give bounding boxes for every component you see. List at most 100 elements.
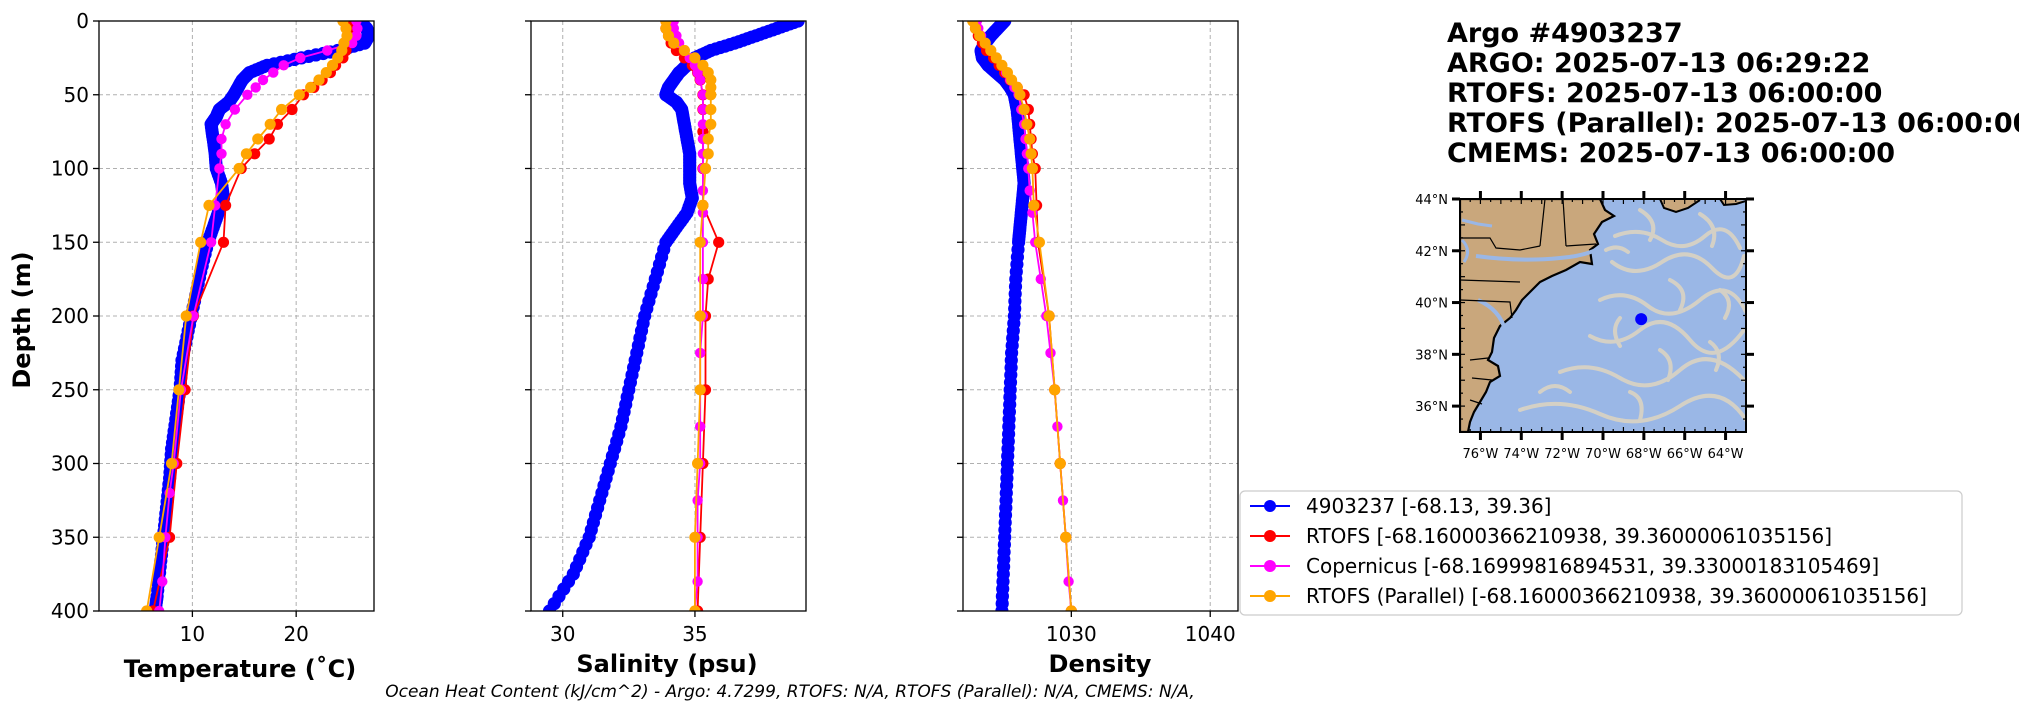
rtofs-point bbox=[286, 103, 298, 116]
map-lat-label: 40°N bbox=[1415, 297, 1448, 312]
rtofs_parallel-point bbox=[1065, 605, 1077, 611]
rtofs_parallel-point bbox=[264, 118, 276, 130]
rtofs_parallel-point bbox=[705, 89, 717, 101]
axes-frame bbox=[98, 20, 375, 612]
copernicus-point bbox=[697, 119, 709, 130]
rtofs_parallel-point bbox=[702, 148, 714, 160]
rtofs_parallel-point bbox=[668, 37, 680, 49]
rtofs_parallel-point bbox=[313, 74, 325, 86]
temperature-panel: 0 50 100 150 200 250 300 350 400 10 20 Temperature… bbox=[8, 9, 375, 683]
copernicus-point bbox=[697, 273, 709, 285]
legend-label: 4903237 [-68.13, 39.36] bbox=[1306, 494, 1551, 518]
rtofs_parallel-point bbox=[1060, 531, 1072, 543]
legend-label: RTOFS [-68.16000366210938, 39.3600006103… bbox=[1306, 524, 1832, 548]
rtofs_parallel-point bbox=[1025, 148, 1037, 160]
map-borders bbox=[1460, 199, 1597, 405]
series-rtofs_parallel bbox=[967, 21, 1077, 611]
map-lat-label: 38°N bbox=[1415, 348, 1448, 363]
map-lon-label: 66°W bbox=[1667, 447, 1703, 462]
legend-item-rtofs_parallel: RTOFS (Parallel) [-68.16000366210938, 39… bbox=[1250, 584, 1927, 608]
copernicus-point bbox=[278, 60, 289, 71]
series-rtofs_parallel bbox=[141, 21, 353, 611]
rtofs-point bbox=[220, 199, 232, 211]
y-tick-label: 300 bbox=[51, 452, 89, 476]
map-currents bbox=[1518, 208, 1746, 424]
legend: 4903237 [-68.13, 39.36] RTOFS [-68.160003… bbox=[1239, 490, 1963, 616]
map-lat-label: 42°N bbox=[1415, 245, 1448, 260]
map-lon-label: 68°W bbox=[1626, 447, 1662, 462]
rtofs_parallel-point bbox=[1043, 310, 1055, 322]
x-tick-label: 10 bbox=[180, 622, 205, 646]
rtofs-point bbox=[249, 148, 261, 160]
rtofs_parallel-point bbox=[180, 310, 192, 322]
map-lat-label: 44°N bbox=[1415, 193, 1448, 208]
rtofs_parallel-point bbox=[276, 103, 288, 116]
copernicus-point bbox=[692, 576, 703, 587]
rtofs_parallel-point bbox=[705, 118, 717, 130]
x-tick-label: 1030 bbox=[1046, 622, 1097, 646]
rtofs_parallel-point bbox=[678, 44, 691, 57]
copernicus-point bbox=[214, 163, 225, 174]
rtofs_parallel-point bbox=[252, 133, 264, 145]
rtofs_parallel-point bbox=[1018, 103, 1030, 116]
rtofs_parallel-point bbox=[1026, 162, 1038, 175]
info-argo-id: Argo #4903237 bbox=[1447, 18, 1683, 49]
y-tick-label: 150 bbox=[51, 230, 89, 254]
rtofs_parallel-point bbox=[153, 531, 165, 543]
density-axis-title: Density bbox=[1049, 650, 1152, 678]
map-lat-label: 36°N bbox=[1415, 400, 1448, 415]
rtofs_parallel-point bbox=[166, 457, 178, 470]
rtofs-point bbox=[217, 236, 230, 248]
rtofs_parallel-point bbox=[702, 133, 714, 145]
copernicus-point bbox=[697, 185, 709, 196]
rtofs_parallel-point bbox=[233, 162, 245, 175]
rtofs_parallel-point bbox=[697, 199, 709, 211]
info-rtofs-time: RTOFS: 2025-07-13 06:00:00 bbox=[1447, 78, 1882, 109]
inset-map: 44°N 42°N 40°N 38°N 36°N 76°W 74°W 72°W 70°W 68°W… bbox=[1415, 191, 1754, 462]
rtofs_parallel-point bbox=[1014, 89, 1026, 101]
copernicus-point bbox=[268, 67, 279, 78]
rtofs_parallel-point bbox=[694, 384, 706, 396]
rtofs_parallel-point bbox=[293, 89, 305, 101]
map-lon-label: 74°W bbox=[1503, 447, 1539, 462]
rtofs_parallel-point bbox=[1054, 457, 1066, 470]
copernicus-point bbox=[220, 119, 231, 130]
ocean-heat-content-footer: Ocean Heat Content (kJ/cm^2) - Argo: 4.7… bbox=[385, 682, 1195, 702]
rtofs_parallel-point bbox=[694, 310, 706, 322]
rtofs_parallel-point bbox=[326, 59, 339, 71]
copernicus-point bbox=[216, 133, 227, 145]
density-panel: 1030 1040 Density bbox=[957, 20, 1239, 678]
x-tick-label: 1040 bbox=[1185, 622, 1236, 646]
rtofs_parallel-point bbox=[689, 52, 701, 64]
rtofs_parallel-point bbox=[689, 531, 701, 543]
legend-item-rtofs: RTOFS [-68.16000366210938, 39.3600006103… bbox=[1250, 524, 1832, 548]
legend-swatch-marker bbox=[1264, 590, 1276, 602]
copernicus-point bbox=[257, 74, 269, 86]
argo-point bbox=[542, 604, 557, 611]
rtofs_parallel-point bbox=[705, 103, 717, 116]
rtofs_parallel-point bbox=[694, 236, 706, 248]
legend-label: RTOFS (Parallel) [-68.16000366210938, 39… bbox=[1306, 584, 1927, 608]
copernicus-point bbox=[229, 104, 241, 115]
x-tick-label: 30 bbox=[550, 622, 575, 646]
copernicus-point bbox=[205, 237, 217, 248]
axes-frame bbox=[530, 20, 807, 612]
info-block: Argo #4903237 ARGO: 2025-07-13 06:29:22 … bbox=[1447, 18, 2019, 169]
x-tick-label: 20 bbox=[283, 622, 308, 646]
rtofs_parallel-point bbox=[692, 457, 704, 470]
legend-frame bbox=[1239, 490, 1963, 616]
y-tick-label: 400 bbox=[51, 599, 89, 623]
legend-swatch-marker bbox=[1264, 560, 1276, 572]
salinity-axis-title: Salinity (psu) bbox=[576, 650, 757, 678]
map-lon-label: 64°W bbox=[1708, 447, 1744, 462]
y-tick-label: 350 bbox=[51, 525, 89, 549]
copernicus-point bbox=[242, 89, 253, 101]
rtofs_parallel-point bbox=[1033, 236, 1045, 248]
info-cmems-time: CMEMS: 2025-07-13 06:00:00 bbox=[1447, 138, 1895, 169]
copernicus-point bbox=[154, 605, 165, 611]
info-argo-time: ARGO: 2025-07-13 06:29:22 bbox=[1447, 48, 1870, 79]
y-tick-label: 0 bbox=[76, 9, 89, 33]
argo-location-marker bbox=[1635, 313, 1648, 326]
copernicus-point bbox=[1045, 347, 1056, 359]
rtofs-point bbox=[263, 133, 275, 145]
